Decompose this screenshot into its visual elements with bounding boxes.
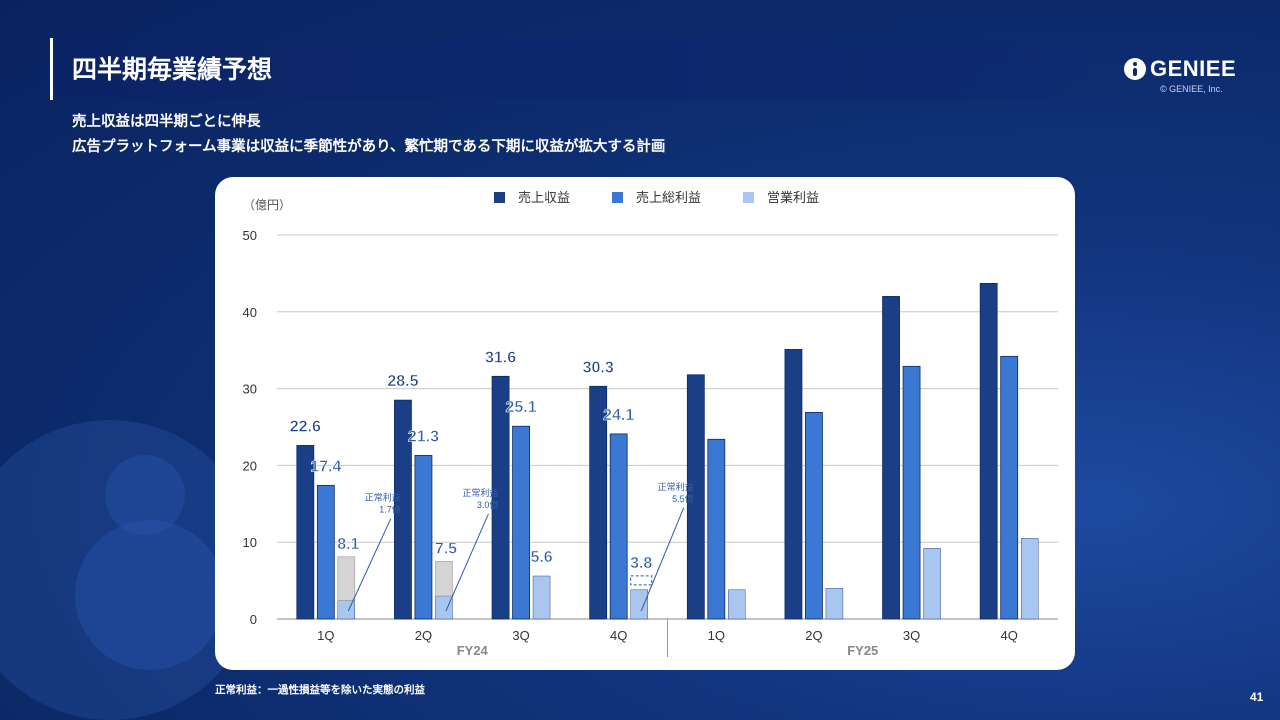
title-bar: [50, 38, 1280, 100]
x-tick-label: 3Q: [903, 628, 920, 643]
normal-profit-note-title: 正常利益: [365, 492, 401, 503]
bar-value-label: 24.1: [603, 407, 634, 424]
subtitle-line-2: 広告プラットフォーム事業は収益に季節性があり、繁忙期である下期に収益が拡大する計…: [72, 139, 666, 155]
y-unit-label: （億円）: [243, 198, 291, 212]
normal-profit-note-title: 正常利益: [462, 487, 498, 498]
bar-value-label: 25.1: [505, 399, 536, 416]
normal-profit-dashed-box: [630, 575, 653, 586]
normal-profit-value-label: 7.5: [435, 540, 457, 557]
group-label: FY24: [457, 643, 489, 658]
page-title: 四半期毎業績予想: [72, 55, 273, 84]
legend-label: 売上総利益: [636, 190, 701, 205]
bar-value-label: 21.3: [408, 428, 439, 445]
normal-profit-box: [337, 556, 356, 601]
bar: [686, 374, 705, 620]
bar: [979, 282, 998, 620]
bar: [1000, 355, 1019, 620]
page-number: 41: [1250, 690, 1264, 704]
bar: [512, 425, 530, 620]
bar: [532, 575, 551, 620]
bar: [491, 375, 510, 620]
normal-profit-note-title: 正常利益: [658, 481, 694, 492]
y-tick-label: 30: [243, 382, 257, 397]
legend-swatch: [494, 192, 505, 203]
bar-value-label: 17.4: [310, 458, 341, 475]
normal-profit-pointer: [347, 518, 392, 612]
bar: [882, 296, 900, 620]
bar: [728, 589, 746, 620]
bar: [784, 349, 803, 620]
y-tick-label: 0: [250, 612, 257, 627]
normal-profit-box: [435, 561, 453, 597]
bar-value-label: 5.6: [530, 549, 552, 566]
geniee-logo-icon: [1124, 58, 1146, 80]
footnote: 正常利益：一過性損益等を除いた実態の利益: [215, 684, 425, 696]
bar: [609, 433, 628, 620]
bar-value-label: 28.5: [387, 373, 418, 390]
bar: [414, 455, 433, 620]
y-tick-label: 50: [243, 228, 257, 243]
normal-profit-pointer: [640, 507, 685, 612]
bar: [902, 365, 921, 620]
bar: [589, 385, 608, 620]
normal-profit-value-label: 8.1: [337, 536, 359, 553]
x-tick-label: 1Q: [317, 628, 334, 643]
company-logo: GENIEE: [1124, 56, 1237, 82]
copyright: © GENIEE, Inc.: [1160, 84, 1223, 94]
bar: [630, 589, 648, 620]
bar-value-label: 30.3: [583, 359, 614, 376]
x-tick-label: 3Q: [512, 628, 529, 643]
logo-text: GENIEE: [1150, 56, 1237, 81]
bar: [316, 484, 335, 620]
legend-swatch: [612, 192, 623, 203]
normal-profit-pointer: [445, 513, 489, 612]
legend-label: 営業利益: [767, 190, 819, 205]
x-tick-label: 2Q: [805, 628, 822, 643]
normal-profit-note-value: 3.0億: [477, 499, 499, 510]
x-tick-label: 2Q: [415, 628, 432, 643]
bar: [707, 438, 726, 620]
y-tick-label: 40: [243, 305, 257, 320]
subtitle-line-1: 売上収益は四半期ごとに伸長: [72, 114, 261, 130]
bar-value-label: 22.6: [290, 418, 321, 435]
bar: [296, 445, 315, 620]
x-tick-label: 4Q: [1001, 628, 1018, 643]
bar: [825, 588, 844, 620]
bar-value-label: 31.6: [485, 349, 516, 366]
decorative-logo-body: [75, 520, 225, 670]
normal-profit-note-value: 1.7億: [379, 504, 401, 515]
decorative-logo-head: [105, 455, 185, 535]
normal-profit-note-value: 5.5億: [672, 493, 694, 504]
bar: [435, 595, 453, 620]
x-tick-label: 4Q: [610, 628, 627, 643]
chart-panel: 0 10 20 30 40 50 （億円） 売上収益 売上総利益 営業利益 8.1 正常利益 1.7億 7…: [215, 177, 1075, 670]
group-label: FY25: [847, 643, 878, 658]
bar: [1020, 538, 1039, 620]
legend-swatch: [743, 192, 754, 203]
x-tick-label: 1Q: [708, 628, 725, 643]
bar: [923, 548, 941, 620]
y-tick-label: 10: [243, 535, 257, 550]
bar: [805, 412, 823, 620]
normal-profit-value-label: 3.8: [630, 555, 652, 572]
bar: [394, 399, 412, 620]
y-tick-label: 20: [243, 458, 257, 473]
legend-label: 売上収益: [518, 190, 570, 205]
